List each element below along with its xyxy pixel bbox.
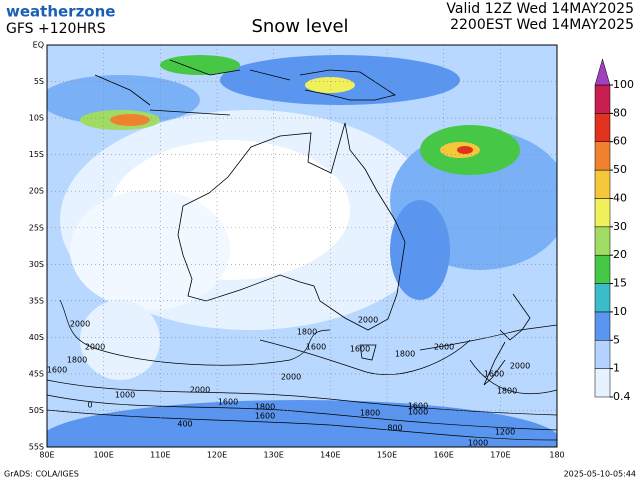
contour-label: 1600 [306, 343, 326, 352]
lat-label: 10S [29, 114, 44, 123]
colorbar-label: 40 [613, 191, 627, 204]
lat-label: 20S [29, 187, 44, 196]
contour-label: 1000 [408, 408, 428, 417]
colorbar-segment [594, 283, 611, 313]
contour-label: 0 [87, 401, 92, 410]
lat-label: 50S [29, 406, 44, 415]
map-field [47, 45, 557, 447]
contour-label: 1800 [395, 350, 415, 359]
colorbar-label: 15 [613, 277, 627, 290]
lat-label: 25S [29, 223, 44, 232]
colorbar-segment [594, 84, 611, 114]
contour-label: 1600 [350, 345, 370, 354]
contour-label: 1800 [255, 403, 275, 412]
valid-time: Valid 12Z Wed 14MAY2025 [446, 1, 634, 17]
contour-label: 2000 [190, 386, 210, 395]
lon-label: 180 [549, 451, 564, 460]
coastlines [94, 59, 531, 386]
lon-label: 160E [434, 451, 454, 460]
map-frame [46, 44, 558, 448]
colorbar-label: 5 [613, 333, 620, 346]
contour-label: 1800 [497, 387, 517, 396]
contour-label: 400 [177, 420, 192, 429]
contour-label: 1800 [360, 409, 380, 418]
contour-label: 2000 [434, 343, 454, 352]
lat-label: 35S [29, 296, 44, 305]
colorbar-label: 60 [613, 135, 627, 148]
contour-lines [46, 299, 558, 441]
lon-label: 100E [94, 451, 114, 460]
contour-label: 2000 [281, 373, 301, 382]
colorbar-label: 10 [613, 305, 627, 318]
contour-label: 1600 [47, 366, 67, 375]
logo: weatherzone [6, 3, 115, 21]
contour-label: 2000 [70, 320, 90, 329]
colorbar-segment [594, 113, 611, 142]
contour-label: 1000 [115, 391, 135, 400]
lat-label: 30S [29, 260, 44, 269]
lon-label: 150E [377, 451, 397, 460]
contour-label: 2000 [510, 362, 530, 371]
local-time: 2200EST Wed 14MAY2025 [450, 17, 634, 33]
colorbar-segment [594, 141, 611, 171]
colorbar-cap [594, 58, 611, 86]
colorbar-segment [594, 340, 611, 369]
lon-label: 140E [320, 451, 340, 460]
colorbar-segment [594, 254, 611, 284]
lat-label: 40S [29, 333, 44, 342]
contour-label: 800 [387, 424, 402, 433]
contour-label: 1800 [297, 328, 317, 337]
graticule [47, 45, 557, 447]
contour-label: 1600 [255, 412, 275, 421]
contour-label: 2000 [85, 343, 105, 352]
colorbar-label: 30 [613, 220, 627, 233]
contour-label: 1800 [67, 356, 87, 365]
lon-label: 170E [490, 451, 510, 460]
credit: GrADS: COLA/IGES [4, 470, 79, 479]
lon-label: 120E [207, 451, 227, 460]
contour-label: 1600 [408, 402, 428, 411]
model-run: GFS +120HRS [6, 21, 106, 37]
lat-label: 45S [29, 369, 44, 378]
colorbar-segment [594, 368, 611, 398]
contour-label: 1600 [218, 398, 238, 407]
lon-label: 80E [39, 451, 54, 460]
colorbar-segment [594, 198, 611, 228]
colorbar-label: 1 [613, 362, 620, 375]
colorbar-label: 50 [613, 163, 627, 176]
colorbar-label: 80 [613, 106, 627, 119]
colorbar-segment [594, 311, 611, 341]
colorbar-segment [594, 226, 611, 256]
timestamp: 2025-05-10-05:44 [564, 470, 636, 479]
lon-label: 130E [264, 451, 284, 460]
map-title: Snow level [251, 16, 348, 37]
lat-label: EQ [33, 41, 44, 50]
colorbar-segment [594, 169, 611, 199]
contour-label: 2000 [358, 316, 378, 325]
colorbar-label: 0.4 [613, 390, 631, 403]
lat-label: 5S [34, 77, 44, 86]
contour-label: 1600 [484, 370, 504, 379]
colorbar-label: 100 [613, 78, 634, 91]
lon-label: 110E [150, 451, 170, 460]
lat-label: 15S [29, 150, 44, 159]
contour-label: 1200 [495, 428, 515, 437]
contour-label: 1000 [468, 439, 488, 448]
colorbar-label: 20 [613, 248, 627, 261]
lat-label: 55S [29, 443, 44, 452]
